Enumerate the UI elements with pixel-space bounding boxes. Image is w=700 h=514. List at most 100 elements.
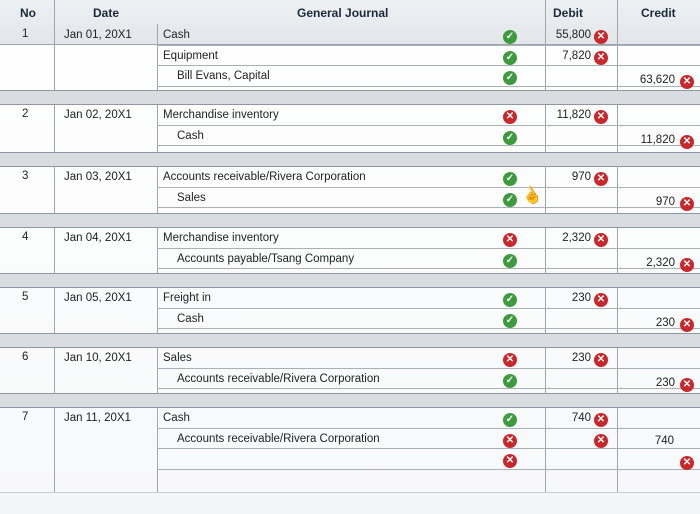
row-line [157,367,700,369]
account-name[interactable]: Accounts receivable/Rivera Corporation [177,432,380,445]
entry-date: Jan 01, 20X1 [64,29,132,41]
entry-date: Jan 02, 20X1 [64,109,132,121]
row-line [157,247,700,249]
account-name[interactable]: Cash [163,29,190,41]
row-line [157,268,700,269]
column-divider [157,24,158,492]
entry-separator [0,213,700,228]
debit-amount[interactable]: 7,820 [562,49,591,62]
x-circle-icon: ✕ [680,75,694,89]
debit-amount[interactable]: 55,800 [555,29,591,41]
x-circle-icon: ✕ [680,317,694,332]
column-divider [54,0,55,492]
entry-date: Jan 10, 20X1 [64,352,132,364]
debit-amount[interactable]: 11,820 [556,109,591,121]
debit-amount[interactable]: 740 [571,412,591,424]
entry-number: 2 [22,108,29,120]
row-line [157,307,700,309]
account-name[interactable]: Sales [163,352,192,364]
check-circle-icon: ✓ [503,50,517,65]
account-name[interactable]: Merchandise inventory [163,109,279,121]
row-line [157,448,700,449]
x-circle-icon: ✕ [594,293,608,307]
row-line [157,427,700,429]
column-divider [545,0,546,492]
row-line [157,468,700,470]
account-name[interactable]: Freight in [163,292,211,304]
credit-amount[interactable]: 230 [655,316,675,329]
x-circle-icon: ✕ [503,353,517,367]
x-circle-icon: ✕ [594,433,608,448]
check-circle-icon: ✓ [503,172,517,186]
entry-date: Jan 04, 20X1 [64,232,132,244]
x-circle-icon: ✕ [680,456,694,470]
credit-amount[interactable]: 230 [655,376,675,389]
x-circle-icon: ✕ [594,50,608,65]
row-line [157,65,700,66]
x-circle-icon: ✕ [680,377,694,392]
x-circle-icon: ✕ [594,30,608,44]
check-circle-icon: ✓ [503,253,517,268]
x-circle-icon: ✕ [594,233,608,247]
x-circle-icon: ✕ [680,134,694,149]
account-name[interactable]: Cash [163,412,190,424]
row-line [157,186,700,188]
check-circle-icon: ✓ [503,293,517,307]
credit-amount[interactable]: 740 [654,434,674,447]
check-circle-icon: ✓ [503,313,517,328]
x-circle-icon: ✕ [503,233,517,247]
col-date-header: Date [93,6,120,20]
account-name[interactable]: Accounts payable/Tsang Company [177,252,355,265]
entry-separator [0,152,700,167]
x-circle-icon: ✕ [594,172,608,186]
row-line [157,207,700,208]
account-name[interactable]: Equipment [163,49,218,62]
x-circle-icon: ✕ [503,454,517,468]
account-name[interactable]: Merchandise inventory [163,232,279,244]
row-line [157,328,700,329]
col-debit-header: Debit [553,6,583,20]
x-circle-icon: ✕ [594,353,608,367]
credit-amount[interactable]: 63,620 [639,74,675,86]
debit-amount[interactable]: 2,320 [562,232,591,244]
entry-number: 7 [22,411,29,423]
x-circle-icon: ✕ [594,110,608,124]
row-line [157,44,700,46]
account-name[interactable]: Cash [177,312,204,325]
entry-date: Jan 11, 20X1 [64,412,131,424]
entry-number: 5 [22,291,29,303]
account-name[interactable]: Accounts receivable/Rivera Corporation [177,372,380,385]
col-no-header: No [20,6,36,20]
row-line [157,388,700,389]
check-circle-icon: ✓ [503,71,517,85]
page-title: General Journal [297,6,389,20]
entry-date: Jan 03, 20X1 [64,171,132,183]
debit-amount[interactable]: 970 [571,171,591,183]
debit-amount[interactable]: 230 [571,352,591,364]
entry-number: 1 [22,28,29,40]
account-name[interactable]: Bill Evans, Capital [177,70,270,82]
entry-date: Jan 05, 20X1 [64,292,132,304]
debit-amount[interactable]: 230 [571,292,591,304]
table-header: No Date General Journal Debit Credit [0,0,700,45]
col-credit-header: Credit [641,6,676,20]
entry-separator [0,333,700,348]
credit-amount[interactable]: 970 [655,195,675,208]
x-circle-icon: ✕ [680,257,694,272]
account-name[interactable]: Sales [177,191,206,204]
account-name[interactable]: Accounts receivable/Rivera Corporation [163,171,366,183]
entry-separator [0,90,700,105]
entry-number: 4 [22,231,29,243]
row-line [157,85,700,87]
credit-amount[interactable]: 11,820 [640,133,675,146]
check-circle-icon: ✓ [503,192,517,207]
entry-number: 6 [22,351,29,363]
row-line [157,145,700,146]
credit-amount[interactable]: 2,320 [646,256,675,269]
entry-separator [0,393,700,408]
entry-separator [0,273,700,288]
check-circle-icon: ✓ [503,30,517,44]
x-circle-icon: ✕ [503,110,517,124]
account-name[interactable]: Cash [177,129,204,142]
